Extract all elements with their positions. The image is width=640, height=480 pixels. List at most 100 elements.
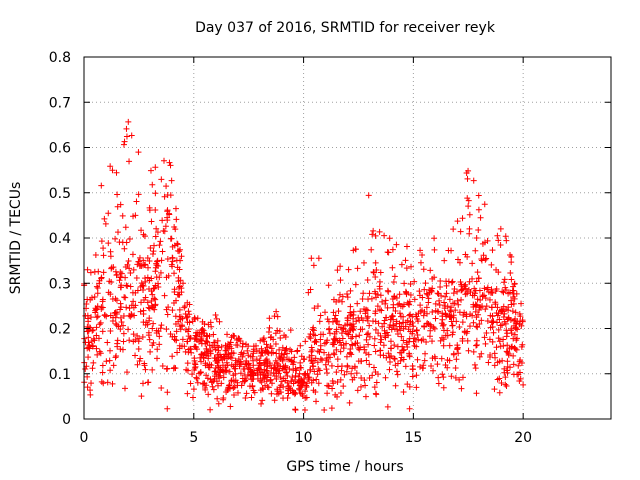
data-point <box>197 369 204 376</box>
data-point <box>113 272 120 279</box>
data-point <box>397 303 404 310</box>
data-point <box>180 280 187 287</box>
data-point <box>151 306 158 313</box>
data-point <box>274 388 281 395</box>
data-point <box>217 372 224 379</box>
data-point <box>204 348 211 355</box>
data-point <box>346 399 353 406</box>
data-point <box>105 289 112 296</box>
data-point <box>475 275 482 282</box>
data-point <box>289 374 296 381</box>
data-point <box>184 299 191 306</box>
data-point <box>508 297 515 304</box>
data-point <box>518 322 525 329</box>
data-point <box>502 381 509 388</box>
data-point <box>135 149 142 156</box>
data-point <box>305 289 312 296</box>
data-point <box>489 319 496 326</box>
data-point <box>226 382 233 389</box>
data-point <box>435 380 442 387</box>
data-point <box>376 283 383 290</box>
data-point <box>230 333 237 340</box>
data-point <box>258 369 265 376</box>
data-point <box>429 308 436 315</box>
data-point <box>100 269 107 276</box>
data-point <box>112 235 119 242</box>
data-point <box>103 358 110 365</box>
data-point <box>252 342 259 349</box>
data-point <box>422 350 429 357</box>
data-point <box>126 305 133 312</box>
data-point <box>500 314 507 321</box>
data-point <box>313 376 320 383</box>
data-point <box>335 308 342 315</box>
data-point <box>240 366 247 373</box>
data-point <box>483 330 490 337</box>
data-point <box>169 258 176 265</box>
data-point <box>482 256 489 263</box>
data-point <box>463 311 470 318</box>
data-point <box>505 290 512 297</box>
data-point <box>393 295 400 302</box>
data-point <box>465 203 472 210</box>
data-point <box>328 362 335 369</box>
data-point <box>499 322 506 329</box>
data-point <box>332 337 339 344</box>
data-point <box>82 366 89 373</box>
data-point <box>129 251 136 258</box>
data-point <box>499 288 506 295</box>
data-point <box>450 312 457 319</box>
data-point <box>454 288 461 295</box>
data-point <box>390 279 397 286</box>
data-point <box>101 312 108 319</box>
data-point <box>288 357 295 364</box>
data-point <box>147 245 154 252</box>
data-point <box>510 361 517 368</box>
data-point <box>444 357 451 364</box>
data-point <box>98 274 105 281</box>
data-point <box>429 338 436 345</box>
data-point <box>137 355 144 362</box>
data-point <box>94 290 101 297</box>
data-point <box>325 282 332 289</box>
data-point <box>227 403 234 410</box>
data-point <box>503 383 510 390</box>
data-point <box>504 330 511 337</box>
data-point <box>406 383 413 390</box>
data-point <box>120 338 127 345</box>
data-point <box>307 366 314 373</box>
data-point <box>89 365 96 372</box>
data-point <box>271 372 278 379</box>
data-point <box>274 327 281 334</box>
data-point <box>306 333 313 340</box>
data-point <box>513 337 520 344</box>
data-point <box>166 211 173 218</box>
data-point <box>476 306 483 313</box>
data-point <box>464 195 471 202</box>
data-point <box>89 343 96 350</box>
data-point <box>442 362 449 369</box>
data-point <box>472 302 479 309</box>
data-point <box>228 349 235 356</box>
data-point <box>268 369 275 376</box>
data-point <box>302 372 309 379</box>
data-point <box>370 364 377 371</box>
data-point <box>447 314 454 321</box>
data-point <box>389 264 396 271</box>
data-point <box>466 211 473 218</box>
data-point <box>192 361 199 368</box>
data-point <box>96 277 103 284</box>
data-point <box>113 169 120 176</box>
data-point <box>438 292 445 299</box>
data-point <box>273 308 280 315</box>
data-point <box>186 319 193 326</box>
data-point <box>431 353 438 360</box>
data-point <box>510 294 517 301</box>
data-point <box>421 286 428 293</box>
data-point <box>349 365 356 372</box>
data-point <box>502 233 509 240</box>
data-point <box>141 275 148 282</box>
data-point <box>430 367 437 374</box>
data-point <box>140 307 147 314</box>
data-point <box>136 262 143 269</box>
